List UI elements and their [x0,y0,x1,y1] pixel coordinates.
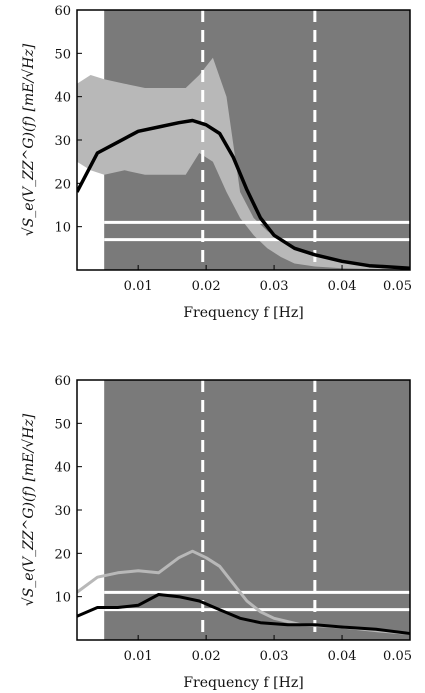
y-tick-label: 30 [54,504,71,519]
y-tick-label: 50 [54,47,71,62]
y-tick-label: 20 [54,547,71,562]
chart-panel-1: 0.01 0.02 0.03 0.04 0.05 10 20 30 40 50 60 Frequenc… [21,4,412,321]
y-tick-label: 40 [54,91,71,106]
series-line-dark [77,593,410,635]
x-tick-label: 0.03 [260,279,289,294]
plot-area [77,380,410,640]
y-tick-label: 20 [54,177,71,192]
x-axis-label: Frequency f [Hz] [183,675,303,691]
y-tick-label: 60 [54,4,71,19]
x-tick-label: 0.05 [383,279,412,294]
x-tick-label: 0.03 [260,649,289,664]
x-axis-label: Frequency f [Hz] [183,305,303,321]
chart-panel-2: 0.01 0.02 0.03 0.04 0.05 10 20 30 40 50 60 Frequenc… [21,374,412,691]
x-tick-label: 0.02 [192,649,221,664]
plot-area [77,10,410,270]
y-axis-label: √S_e(V_ZZ^G)(f) [mE/√Hz] [21,43,37,236]
y-tick-label: 50 [54,417,71,432]
x-tick-label: 0.02 [192,279,221,294]
x-tick-label: 0.05 [383,649,412,664]
y-tick-label: 10 [54,591,71,606]
series-line-dark [77,118,410,270]
y-tick-label: 40 [54,461,71,476]
shaded-region [104,380,411,640]
x-tick-label: 0.04 [328,649,357,664]
x-tick-label: 0.01 [124,649,153,664]
y-axis-label: √S_e(V_ZZ^G)(f) [mE/√Hz] [21,413,37,606]
y-tick-label: 60 [54,374,71,389]
y-tick-label: 10 [54,221,71,236]
y-tick-label: 30 [54,134,71,149]
x-tick-label: 0.04 [328,279,357,294]
series-band-light [77,57,410,270]
x-tick-label: 0.01 [124,279,153,294]
